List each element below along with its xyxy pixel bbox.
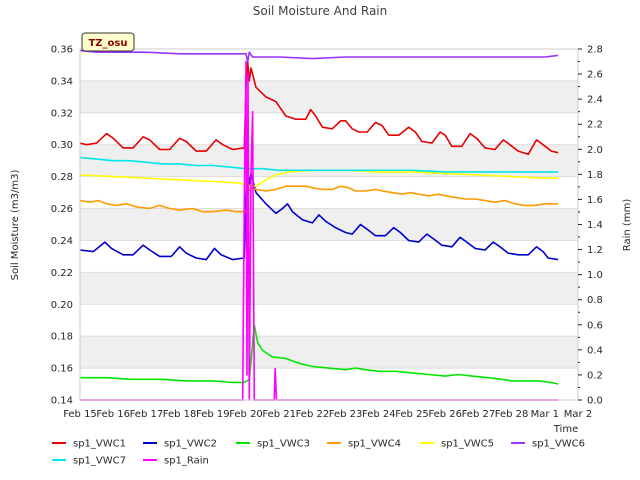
series-line-sp1-vwc1	[79, 60, 559, 156]
x-tick-label: Feb 16	[96, 409, 130, 420]
y-tick-label-left: 0.18	[51, 332, 73, 343]
series-line-sp1-vwc4	[79, 185, 559, 213]
x-tick-label: Feb 20	[229, 409, 263, 420]
y-tick-label-right: 0.2	[587, 370, 603, 381]
y-tick-label-left: 0.34	[51, 76, 73, 87]
grid-band	[80, 272, 578, 305]
grid-band	[80, 80, 578, 113]
x-tick-label: Feb 26	[428, 409, 462, 420]
y-tick-label-left: 0.16	[51, 364, 73, 375]
left-axis: 0.14 0.16 0.18 0.20 0.22 0.24 0.26 0.28 0.30 0.32…	[51, 45, 73, 407]
y-tick-label-right: 2.6	[587, 70, 603, 81]
grid-band	[80, 304, 578, 337]
chart-title: Soil Moisture And Rain	[253, 4, 388, 18]
legend-label: sp1_VWC4	[348, 439, 401, 450]
site-badge: TZ_osu	[81, 32, 135, 52]
y-tick-label-right: 0.0	[587, 396, 603, 407]
y-tick-label-right: 2.8	[587, 45, 603, 56]
y-tick-label-left: 0.30	[51, 140, 73, 151]
y-tick-label-right: 1.6	[587, 195, 603, 206]
y-tick-label-right: 0.6	[587, 320, 603, 331]
series-line-sp1-vwc3	[80, 324, 559, 385]
y-tick-label-left: 0.22	[51, 268, 73, 279]
y-tick-label-right: 1.2	[587, 245, 603, 256]
y-tick-label-left: 0.24	[51, 236, 73, 247]
y-tick-label-right: 1.4	[587, 220, 603, 231]
series-line-sp1-rain	[80, 60, 559, 401]
series-line-sp1-vwc6	[79, 49, 559, 63]
x-tick-label: Feb 21	[262, 409, 296, 420]
y-tick-label-right: 0.8	[587, 295, 603, 306]
grid-band	[80, 240, 578, 273]
grid-band	[80, 336, 578, 369]
y-tick-label-left: 0.26	[51, 204, 73, 215]
x-tick-label: Feb 24	[362, 409, 396, 420]
grid-band	[80, 49, 578, 81]
legend-label: sp1_VWC1	[73, 439, 126, 450]
legend-label: sp1_VWC5	[441, 439, 494, 450]
x-tick-label: Feb 23	[329, 409, 363, 420]
x-tick-label: Feb 28	[495, 409, 529, 420]
x-axis: Feb 15 Feb 16 Feb 17 Feb 18 Feb 19 Feb 20 Feb …	[63, 409, 592, 420]
grid-bands	[80, 49, 578, 400]
grid-band	[80, 368, 578, 400]
legend-label: sp1_VWC3	[257, 439, 310, 450]
y-tick-label-left: 0.14	[51, 396, 73, 407]
y-tick-label-left: 0.36	[51, 45, 73, 56]
series-line-sp1-vwc5	[79, 169, 559, 187]
y-axis-right-title: Rain (mm)	[622, 199, 633, 252]
x-tick-label: Feb 18	[163, 409, 197, 420]
y-tick-label-right: 0.4	[587, 345, 603, 356]
x-tick-label: Feb 27	[462, 409, 496, 420]
grid-band	[80, 208, 578, 241]
y-tick-label-right: 2.0	[587, 145, 603, 156]
x-tick-label: Feb 25	[395, 409, 429, 420]
series-layer	[79, 49, 559, 401]
y-tick-label-right: 1.8	[587, 170, 603, 181]
y-tick-label-left: 0.32	[51, 108, 73, 119]
x-tick-label: Feb 17	[130, 409, 164, 420]
x-tick-label: Mar 1	[531, 409, 559, 420]
x-tick-label: Feb 15	[63, 409, 97, 420]
series-line-sp1-vwc2	[79, 171, 559, 261]
x-axis-title: Time	[553, 424, 578, 435]
legend-label: sp1_VWC2	[164, 439, 217, 450]
legend: sp1_VWC1 sp1_VWC2 sp1_VWC3 sp1_VWC4 sp1_VWC5…	[52, 439, 585, 467]
right-axis: 0.0 0.2 0.4 0.6 0.8 1.0 1.2 1.4 1.6 1.8 2.0 2.2 2.4 2…	[578, 45, 603, 407]
y-tick-label-right: 1.0	[587, 270, 603, 281]
x-tick-label: Mar 2	[564, 409, 592, 420]
legend-label: sp1_Rain	[164, 456, 209, 467]
y-axis-left-title: Soil Moisture (m3/m3)	[10, 170, 21, 281]
grid-band	[80, 176, 578, 209]
series-line-sp1-vwc7	[79, 156, 559, 173]
legend-label: sp1_VWC7	[73, 456, 126, 467]
x-tick-label: Feb 19	[196, 409, 230, 420]
y-tick-label-left: 0.28	[51, 172, 73, 183]
y-tick-label-right: 2.4	[587, 95, 603, 106]
legend-label: sp1_VWC6	[532, 439, 585, 450]
y-tick-label-left: 0.20	[51, 300, 73, 311]
x-tick-label: Feb 22	[296, 409, 330, 420]
y-tick-label-right: 2.2	[587, 120, 603, 131]
site-badge-label: TZ_osu	[88, 38, 127, 49]
